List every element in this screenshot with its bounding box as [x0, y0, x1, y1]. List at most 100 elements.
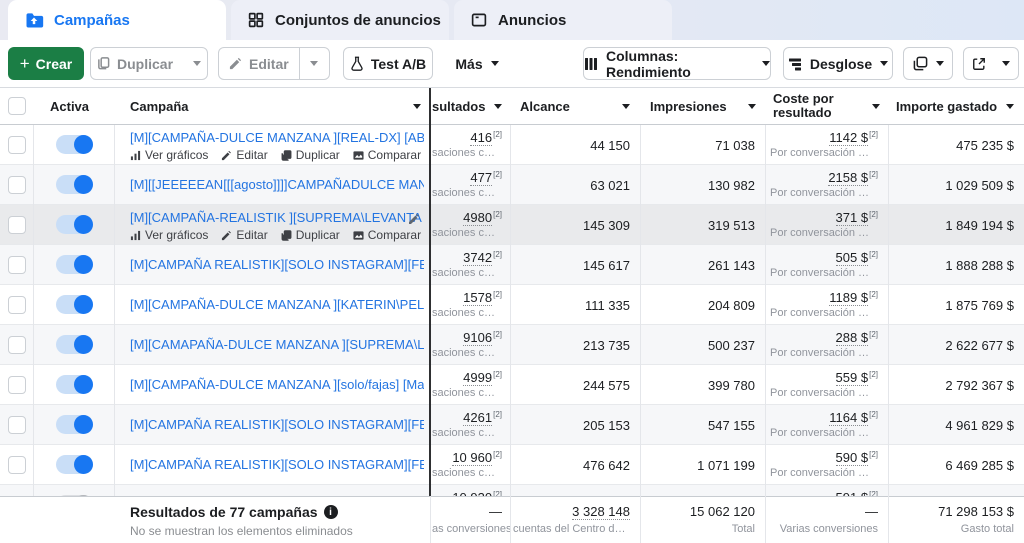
tab-ad-sets[interactable]: Conjuntos de anuncios: [231, 0, 449, 40]
row-checkbox[interactable]: [8, 336, 26, 354]
cost-value[interactable]: 559 $: [835, 370, 869, 387]
results-value[interactable]: 1578: [463, 290, 493, 307]
campaign-active-toggle[interactable]: [56, 215, 93, 234]
edit-action[interactable]: Editar: [221, 148, 268, 162]
row-checkbox[interactable]: [8, 456, 26, 474]
row-checkbox[interactable]: [8, 376, 26, 394]
edit-button[interactable]: Editar: [219, 48, 299, 79]
campaign-active-toggle[interactable]: [56, 495, 93, 496]
campaign-name-link[interactable]: [M]CAMPAÑA REALISTIK][SOLO INSTAGRAM][FE…: [130, 257, 424, 272]
cost-value[interactable]: 1189 $: [829, 290, 869, 307]
select-all-checkbox[interactable]: [8, 97, 26, 115]
campaign-name-link[interactable]: [M][[JEEEEEAN[[[agosto]]]]CAMPAÑADULCE M…: [130, 177, 424, 192]
sort-caret-icon[interactable]: [748, 104, 756, 109]
footer-reach-total[interactable]: 3 328 148: [572, 504, 630, 520]
campaign-active-toggle[interactable]: [56, 335, 93, 354]
row-checkbox[interactable]: [8, 416, 26, 434]
results-value[interactable]: 4980: [463, 210, 493, 227]
columns-label: Columnas: Rendimiento: [606, 47, 691, 80]
table-row[interactable]: [M][CAMPAÑA-DULCE MANZANA ][REAL-DX] [AB…: [0, 125, 1024, 165]
columns-button[interactable]: Columnas: Rendimiento: [583, 47, 771, 80]
duplicate-caret-button[interactable]: [183, 48, 211, 79]
duplicate-button[interactable]: Duplicar: [87, 48, 183, 79]
table-row[interactable]: [M][[JEEEEEAN[[[agosto]]]]CAMPAÑADULCE M…: [0, 165, 1024, 205]
edit-action[interactable]: Editar: [221, 228, 268, 242]
column-header-cost-per-result[interactable]: Coste por resultado: [773, 91, 834, 120]
frozen-pane-divider[interactable]: [429, 88, 431, 496]
reports-button[interactable]: [903, 47, 953, 80]
results-value[interactable]: 4261: [463, 410, 493, 427]
table-row[interactable]: [M]CAMPAÑA REALISTIK][SOLO INSTAGRAM][FE…: [0, 405, 1024, 445]
column-header-reach[interactable]: Alcance: [520, 99, 570, 114]
ab-test-button[interactable]: Test A/B: [343, 47, 433, 80]
campaign-name-link[interactable]: [M][CAMPAÑA-DULCE MANZANA ][REAL-DX] [AB…: [130, 130, 424, 145]
column-header-amount-spent[interactable]: Importe gastado: [896, 99, 998, 114]
cost-value[interactable]: 590 $: [835, 450, 869, 467]
table-row[interactable]: [M][CAMPAÑA-DULCE MANZANA ][KATERIN\PELA…: [0, 285, 1024, 325]
cost-value[interactable]: 371 $: [835, 210, 869, 227]
results-value[interactable]: 3742: [463, 250, 493, 267]
column-divider: [640, 496, 641, 543]
cost-value[interactable]: 591 $: [835, 490, 869, 496]
cost-value[interactable]: 288 $: [835, 330, 869, 347]
campaign-active-toggle[interactable]: [56, 415, 93, 434]
sort-caret-icon[interactable]: [872, 104, 880, 109]
campaign-name-link[interactable]: [M][CAMPAÑA-REALISTIK ][SUPREMA\LEVANTA …: [130, 210, 424, 225]
table-row[interactable]: [M][CAMPAÑA-REALISTIK ][SUPREMA\LEVANTA …: [0, 205, 1024, 245]
results-value[interactable]: 416: [470, 130, 493, 147]
campaign-active-toggle[interactable]: [56, 455, 93, 474]
sort-caret-icon[interactable]: [622, 104, 630, 109]
inline-edit-pencil-icon[interactable]: [408, 213, 420, 225]
row-checkbox[interactable]: [8, 296, 26, 314]
campaign-active-toggle[interactable]: [56, 295, 93, 314]
row-checkbox[interactable]: [8, 216, 26, 234]
campaign-name-link[interactable]: [M]CAMPAÑA REALISTIK][SOLO INSTAGRAM][FE…: [130, 417, 424, 432]
row-checkbox[interactable]: [8, 176, 26, 194]
campaign-name-link[interactable]: [M]CAMPAÑA REALISTIK][SOLO INSTAGRAM][FE…: [130, 457, 424, 472]
row-checkbox[interactable]: [8, 136, 26, 154]
results-value[interactable]: 9106: [463, 330, 493, 347]
tab-campaigns[interactable]: Campañas: [8, 0, 226, 40]
create-button[interactable]: + Crear: [8, 47, 84, 80]
column-header-impressions[interactable]: Impresiones: [650, 99, 727, 114]
column-header-campaign[interactable]: Campaña: [130, 99, 189, 114]
info-icon[interactable]: i: [323, 505, 338, 519]
table-row[interactable]: [M][CAMPAÑADULCE MANZANA NOVIEMBRE] [FE……: [0, 485, 1024, 496]
view-charts-action[interactable]: Ver gráficos: [130, 148, 208, 162]
campaign-name-link[interactable]: [M][CAMPAÑA-DULCE MANZANA ][solo/fajas] …: [130, 377, 424, 392]
compare-action[interactable]: Comparar: [353, 148, 421, 162]
table-row[interactable]: [M]CAMPAÑA REALISTIK][SOLO INSTAGRAM][FE…: [0, 445, 1024, 485]
cost-value[interactable]: 1142 $: [829, 130, 869, 147]
view-charts-action[interactable]: Ver gráficos: [130, 228, 208, 242]
tab-ads[interactable]: Anuncios: [454, 0, 672, 40]
results-value[interactable]: 477: [470, 170, 493, 187]
cost-value[interactable]: 1164 $: [829, 410, 869, 427]
campaign-name-link[interactable]: [M][CAMPAÑA-DULCE MANZANA ][KATERIN\PELA…: [130, 297, 424, 312]
results-value[interactable]: 4999: [463, 370, 493, 387]
results-value[interactable]: 10 960: [452, 450, 493, 467]
compare-action[interactable]: Comparar: [353, 228, 421, 242]
export-caret-button[interactable]: [994, 48, 1019, 79]
table-row[interactable]: [M][CAMPAÑA-DULCE MANZANA ][solo/fajas] …: [0, 365, 1024, 405]
table-row[interactable]: [M]CAMPAÑA REALISTIK][SOLO INSTAGRAM][FE…: [0, 245, 1024, 285]
campaign-name-link[interactable]: [M][CAMAPAÑA-DULCE MANZANA ][SUPREMA\LE…: [130, 337, 424, 352]
sort-caret-icon[interactable]: [1006, 104, 1014, 109]
cost-value[interactable]: 505 $: [835, 250, 869, 267]
duplicate-action[interactable]: Duplicar: [281, 228, 340, 242]
campaign-active-toggle[interactable]: [56, 175, 93, 194]
more-button[interactable]: Más: [447, 47, 507, 80]
column-header-results[interactable]: sultados: [432, 99, 486, 114]
breakdown-button[interactable]: Desglose: [783, 47, 893, 80]
row-checkbox[interactable]: [8, 256, 26, 274]
export-button[interactable]: [964, 48, 994, 79]
sort-caret-icon[interactable]: [413, 104, 421, 109]
campaign-active-toggle[interactable]: [56, 375, 93, 394]
campaign-active-toggle[interactable]: [56, 255, 93, 274]
sort-caret-icon[interactable]: [494, 104, 502, 109]
campaign-active-toggle[interactable]: [56, 135, 93, 154]
duplicate-action[interactable]: Duplicar: [281, 148, 340, 162]
cost-value[interactable]: 2158 $: [828, 170, 869, 187]
results-value[interactable]: 10 930: [452, 490, 493, 496]
edit-caret-button[interactable]: [300, 48, 329, 79]
table-row[interactable]: [M][CAMAPAÑA-DULCE MANZANA ][SUPREMA\LE……: [0, 325, 1024, 365]
